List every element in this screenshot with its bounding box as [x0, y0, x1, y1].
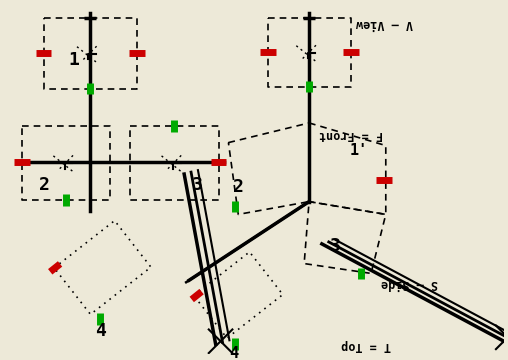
Text: 3: 3	[192, 176, 203, 194]
Text: 2: 2	[39, 176, 49, 194]
Text: T = Top: T = Top	[341, 339, 391, 352]
Text: 4: 4	[229, 346, 238, 360]
Text: F = Front: F = Front	[319, 128, 383, 141]
Text: S – Side: S – Side	[381, 277, 438, 290]
Text: 3: 3	[330, 237, 340, 255]
Text: 4: 4	[96, 322, 106, 340]
Text: V – View: V – View	[356, 17, 414, 30]
Text: 1: 1	[68, 51, 79, 69]
Text: 2: 2	[233, 178, 244, 196]
Text: 1': 1'	[350, 143, 368, 158]
